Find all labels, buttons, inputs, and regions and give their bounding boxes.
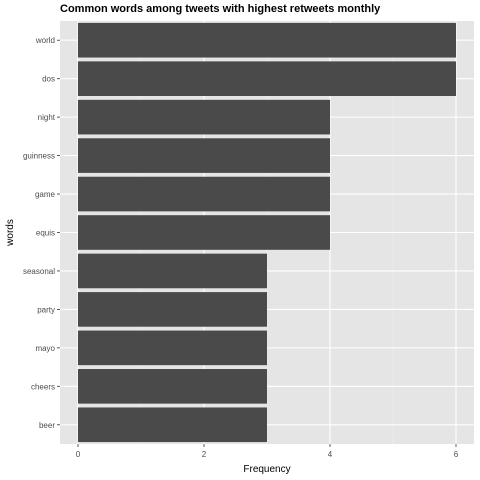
- y-tick-label: dos: [42, 75, 55, 84]
- x-tick-label: 2: [202, 450, 207, 459]
- bar-equis: [78, 215, 330, 250]
- bar-cheers: [78, 369, 267, 404]
- chart-title: Common words among tweets with highest r…: [60, 3, 381, 15]
- y-tick-label: night: [38, 113, 56, 122]
- y-tick-label: world: [35, 36, 55, 45]
- bar-dos: [78, 61, 456, 96]
- bars: [78, 22, 456, 443]
- y-tick-label: equis: [36, 229, 55, 238]
- bar-game: [78, 176, 330, 212]
- y-axis: world dos night guinness game equis seasonal pa…: [23, 36, 60, 430]
- bar-party: [78, 292, 267, 327]
- y-tick-label: party: [37, 305, 55, 314]
- y-tick-label: game: [35, 190, 56, 199]
- y-axis-title: words: [5, 219, 16, 247]
- bar-mayo: [78, 330, 267, 366]
- y-tick-label: cheers: [31, 382, 55, 391]
- y-tick-label: mayo: [35, 344, 55, 353]
- x-tick-label: 0: [76, 450, 81, 459]
- x-tick-label: 4: [328, 450, 333, 459]
- y-tick-label: seasonal: [23, 267, 55, 276]
- bar-beer: [78, 407, 267, 443]
- bar-world: [78, 22, 456, 58]
- bar-guinness: [78, 138, 330, 173]
- x-axis-title: Frequency: [243, 464, 290, 475]
- bar-seasonal: [78, 253, 267, 289]
- x-tick-label: 6: [454, 450, 459, 459]
- bar-night: [78, 99, 330, 135]
- y-tick-label: beer: [39, 421, 55, 430]
- x-axis: 0 2 4 6: [76, 444, 459, 459]
- y-tick-label: guinness: [23, 152, 55, 161]
